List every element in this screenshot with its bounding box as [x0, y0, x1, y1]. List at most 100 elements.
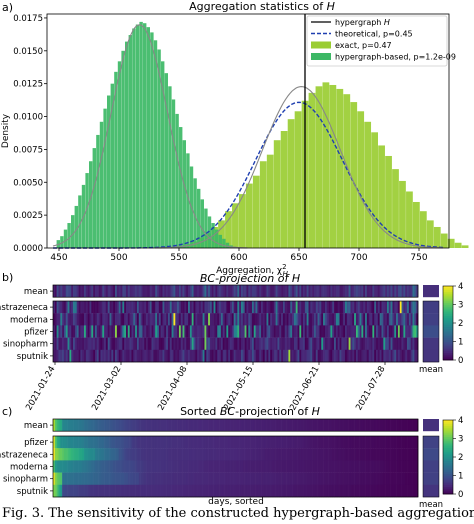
heat-cell: [211, 325, 214, 338]
heat-cell: [365, 325, 368, 338]
heat-cell: [354, 349, 357, 363]
heat-cell: [171, 460, 174, 473]
heat-cell: [111, 301, 114, 314]
heat-cell: [231, 436, 234, 449]
heat-cell: [334, 436, 337, 449]
heat-cell: [396, 472, 399, 485]
heat-cell: [303, 484, 306, 498]
heat-cell: [169, 325, 172, 338]
heat-cell: [248, 448, 251, 461]
heat-cell: [122, 325, 125, 338]
heat-cell: [412, 436, 415, 449]
heat-cell-mean: [175, 419, 178, 432]
heat-cell: [135, 337, 138, 350]
heat-cell: [82, 301, 85, 314]
heat-cell: [355, 301, 359, 314]
heat-cell: [357, 472, 360, 485]
heat-cell: [376, 337, 379, 350]
heat-cell: [335, 301, 338, 314]
heat-cell-mean: [379, 285, 382, 298]
heat-cell: [388, 436, 391, 449]
heat-cell-mean: [339, 285, 342, 298]
heat-cell: [102, 448, 105, 461]
heat-cell: [120, 349, 123, 363]
heat-cell: [129, 448, 132, 461]
heat-cell: [153, 436, 156, 449]
heat-cell: [80, 460, 83, 473]
heat-cell-mean: [326, 285, 329, 298]
heat-cell: [153, 460, 156, 473]
heat-cell-mean: [299, 285, 302, 298]
heat-cell: [157, 313, 160, 326]
heat-cell: [324, 301, 328, 314]
heat-cell: [315, 325, 318, 338]
heat-cell: [100, 460, 103, 473]
heat-cell: [306, 325, 309, 338]
heat-cell: [213, 436, 216, 449]
heat-cell-mean: [357, 419, 360, 432]
heat-cell: [213, 484, 216, 498]
heat-cell: [80, 484, 83, 498]
heat-cell-mean: [144, 285, 147, 298]
heat-cell: [177, 301, 180, 314]
heat-cell-mean: [151, 419, 154, 432]
heat-cell: [282, 301, 286, 314]
heat-cell: [408, 484, 411, 498]
heat-cell: [118, 472, 121, 485]
colorbar-step: [443, 286, 453, 289]
heat-cell: [239, 472, 242, 485]
heat-cell: [293, 484, 297, 498]
heat-cell: [166, 301, 169, 314]
heat-cell-mean: [239, 285, 242, 298]
heat-cell: [129, 313, 132, 326]
heat-cell: [215, 484, 218, 498]
heat-cell-mean: [350, 419, 353, 432]
heat-cell: [219, 436, 222, 449]
heat-cell: [208, 460, 211, 473]
hist-bar: [419, 211, 427, 248]
heat-cell: [317, 460, 320, 473]
heat-cell: [299, 460, 302, 473]
heat-cell: [175, 301, 178, 314]
heat-cell: [323, 337, 326, 350]
heat-cell: [220, 325, 224, 338]
heat-cell: [208, 337, 211, 350]
heat-cell: [162, 349, 165, 363]
heat-cell: [58, 448, 61, 461]
heat-cell-mean: [62, 419, 65, 432]
heat-cell: [116, 313, 119, 326]
heat-cell: [259, 349, 262, 363]
heat-cell: [147, 448, 151, 461]
heat-cell-mean: [270, 419, 273, 432]
hist-bar: [128, 35, 132, 248]
heat-cell: [339, 313, 342, 326]
heat-cell: [71, 460, 74, 473]
hist-bar: [218, 234, 222, 248]
heat-cell: [164, 337, 167, 350]
heat-cell: [76, 484, 79, 498]
heat-cell: [312, 448, 315, 461]
heat-cell: [140, 484, 143, 498]
heat-cell: [248, 472, 251, 485]
heat-cell-mean: [62, 285, 65, 298]
heat-cell-mean: [268, 285, 271, 298]
heat-cell-mean: [222, 285, 225, 298]
heat-cell: [188, 301, 191, 314]
heat-cell: [332, 301, 335, 314]
heat-cell: [122, 337, 125, 350]
heat-cell: [397, 313, 401, 326]
heat-cell: [308, 460, 311, 473]
heat-cell: [135, 484, 138, 498]
heat-cell: [412, 313, 415, 326]
heat-cell-mean: [290, 419, 293, 432]
heat-cell: [401, 460, 404, 473]
heat-cell: [335, 313, 338, 326]
heat-cell: [193, 313, 196, 326]
heat-cell: [184, 472, 187, 485]
heat-cell: [328, 325, 331, 338]
heat-cell: [390, 301, 393, 314]
heat-cell: [87, 448, 90, 461]
panel-a-histograms: [56, 21, 469, 249]
heat-cell: [399, 484, 402, 498]
panel-c-xlabel: days, sorted: [208, 497, 264, 507]
